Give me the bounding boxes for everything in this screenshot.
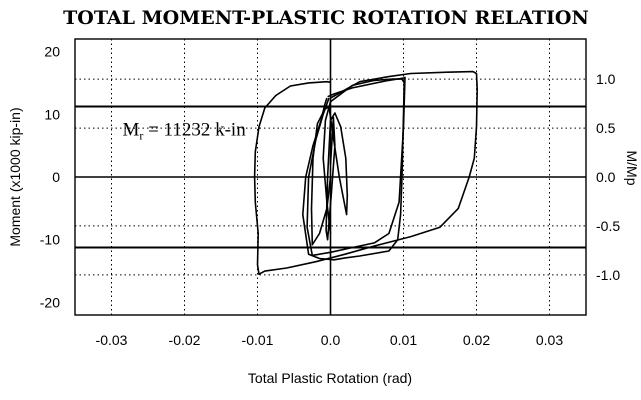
y2-axis-label: M/Mp [624, 151, 640, 186]
plot-frame [74, 38, 587, 316]
y2-tick-label-3: 0.5 [596, 120, 616, 136]
x-tick-label-5: 0.02 [463, 332, 490, 348]
y2-tick-labels: -1.0 -0.5 0.0 0.5 1.0 [596, 71, 620, 283]
chart-title: TOTAL MOMENT-PLASTIC ROTATION RELATION [63, 7, 589, 29]
y-tick-label-3: 10 [44, 106, 60, 122]
x-axis-label: Total Plastic Rotation (rad) [248, 370, 412, 386]
y-tick-labels: -20 -10 0 10 20 [40, 44, 60, 311]
series-layer [253, 70, 479, 276]
y2-tick-label-0: -1.0 [596, 267, 620, 283]
x-tick-label-6: 0.03 [536, 332, 563, 348]
yield-moment-annotation: Mr = 11232 k-in [122, 120, 246, 143]
annotation-symbol: M [122, 120, 139, 141]
hysteresis-loop-4 [253, 70, 479, 276]
x-tick-label-0: -0.03 [96, 332, 128, 348]
y-tick-label-2: 0 [52, 169, 60, 185]
x-tick-labels: -0.03 -0.02 -0.01 0.0 0.01 0.02 0.03 [96, 332, 564, 348]
y-axis-label: Moment (x1000 kip-in) [7, 107, 23, 246]
hysteresis-loop-1 [310, 105, 349, 246]
y2-tick-label-2: 0.0 [596, 169, 616, 185]
y2-tick-label-4: 1.0 [596, 71, 616, 87]
y-tick-label-0: -20 [40, 294, 60, 310]
x-tick-label-4: 0.01 [390, 332, 417, 348]
x-tick-label-2: -0.01 [242, 332, 274, 348]
hysteresis-loop-3 [306, 76, 406, 257]
y-tick-label-1: -10 [40, 232, 60, 248]
annotation-subscript: r [139, 129, 143, 143]
x-tick-label-1: -0.02 [169, 332, 201, 348]
y-tick-label-4: 20 [44, 44, 60, 60]
y2-tick-label-1: -0.5 [596, 218, 620, 234]
annotation-value: = 11232 k-in [143, 120, 246, 141]
x-tick-label-3: 0.0 [321, 332, 341, 348]
